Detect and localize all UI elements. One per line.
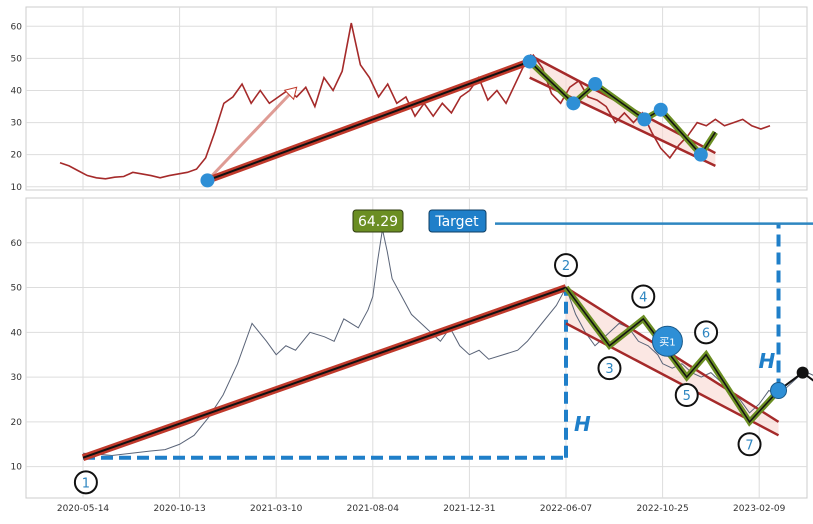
top-y-tick-label: 50 — [11, 54, 23, 64]
h-label-left: H — [574, 412, 591, 436]
bottom-x-tick-label: 2021-12-31 — [443, 504, 495, 514]
bottom-y-tick-label: 30 — [11, 373, 23, 383]
top-trend-core — [207, 60, 531, 182]
buy-marker — [651, 325, 683, 357]
pivot-number-label: 2 — [562, 259, 570, 274]
bottom-x-tick-label: 2022-10-25 — [636, 504, 688, 514]
top-pivot-point — [522, 54, 537, 69]
top-y-tick-label: 60 — [11, 22, 23, 32]
top-pivot-point — [693, 147, 708, 162]
pivot-number-circle — [694, 320, 719, 345]
top-pivot-point — [653, 102, 668, 117]
overlay-layer: 64.29 Target — [352, 209, 487, 233]
pivot-number-label: 5 — [683, 389, 691, 404]
pivot-number-label: 3 — [605, 362, 613, 377]
bottom-x-tick-label: 2021-03-10 — [250, 504, 303, 514]
top-arrow-head — [283, 86, 298, 101]
pivot-number-label: 4 — [639, 291, 647, 306]
breakout-point-blue — [770, 382, 788, 400]
breakout-path — [777, 371, 813, 392]
bottom-x-tick-label: 2022-06-07 — [540, 504, 592, 514]
pivot-number-circle — [674, 383, 699, 408]
breakout-point — [796, 366, 809, 379]
bottom-zigzag-core — [565, 287, 780, 424]
top-y-tick-label: 30 — [11, 119, 23, 129]
pivot-number-label: 6 — [702, 326, 710, 341]
pivot-number-circle — [737, 432, 762, 457]
top-pivot-point — [588, 77, 603, 92]
bottom-panel: 10 20 30 40 50 60 2020-05-14 2020-10-13 2021-03-… — [11, 197, 813, 514]
top-pivot-point — [566, 96, 581, 111]
pivot-number-label: 1 — [82, 476, 90, 491]
target-badge-text: Target — [434, 214, 479, 230]
top-pivot-point — [637, 112, 652, 127]
bottom-x-tick-label: 2021-08-04 — [347, 504, 400, 514]
bottom-y-tick-label: 60 — [11, 239, 23, 249]
top-y-tick-label: 20 — [11, 151, 23, 161]
bottom-x-tick-label: 2020-05-14 — [57, 504, 110, 514]
top-y-tick-label: 40 — [11, 86, 23, 96]
pivot-number-circle — [631, 284, 656, 309]
top-price-series — [59, 22, 771, 180]
top-panel: 10 20 30 40 50 60 — [11, 6, 808, 193]
pivot-number-circle — [73, 470, 98, 495]
top-arrow-shaft — [206, 92, 292, 182]
bottom-x-tick-label: 2020-10-13 — [153, 504, 205, 514]
pivot-number-circle — [554, 253, 578, 278]
h-label-right: H — [759, 349, 776, 373]
pivot-number-circle — [597, 356, 622, 381]
bottom-y-tick-label: 40 — [11, 328, 23, 338]
top-pivot-point — [200, 173, 215, 188]
bottom-y-tick-label: 10 — [11, 463, 23, 473]
target-badge: Target — [428, 209, 487, 233]
bottom-trend-core — [82, 286, 567, 459]
buy-marker-label: 买1 — [659, 336, 675, 348]
bottom-y-tick-label: 20 — [11, 418, 23, 428]
pivot-number-label: 7 — [745, 438, 753, 453]
value-badge-text: 64.29 — [358, 214, 398, 230]
value-badge: 64.29 — [352, 209, 404, 233]
top-plot-area — [25, 6, 808, 191]
bottom-x-tick-label: 2023-02-09 — [733, 504, 786, 514]
top-y-tick-label: 10 — [11, 183, 23, 193]
bottom-y-tick-label: 50 — [11, 284, 23, 294]
